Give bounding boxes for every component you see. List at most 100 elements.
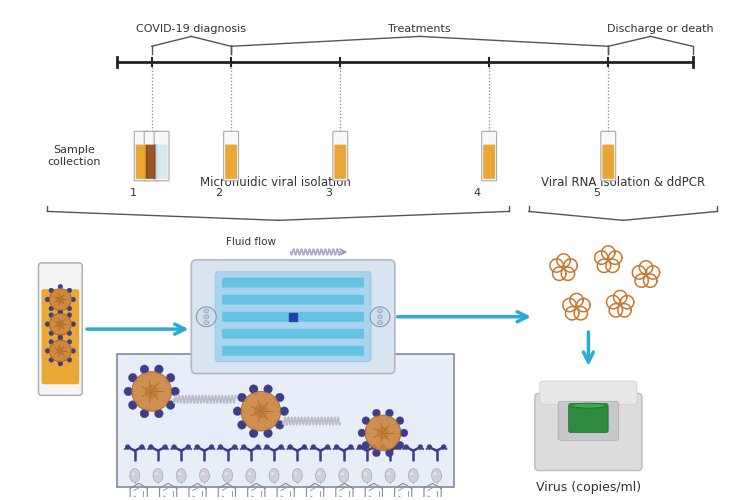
Circle shape — [140, 409, 148, 418]
Circle shape — [396, 442, 404, 449]
Circle shape — [154, 409, 164, 418]
Circle shape — [404, 444, 409, 450]
Ellipse shape — [364, 472, 367, 475]
Circle shape — [370, 307, 390, 326]
Circle shape — [163, 444, 167, 450]
Bar — [290, 313, 297, 320]
Ellipse shape — [132, 472, 135, 475]
Ellipse shape — [153, 468, 163, 482]
Circle shape — [56, 296, 64, 304]
Text: Sample
collection: Sample collection — [47, 146, 101, 167]
Circle shape — [441, 444, 446, 450]
FancyBboxPatch shape — [334, 144, 346, 179]
Circle shape — [218, 444, 223, 450]
Ellipse shape — [225, 472, 228, 475]
FancyBboxPatch shape — [222, 294, 364, 304]
Ellipse shape — [377, 315, 382, 318]
FancyBboxPatch shape — [222, 329, 364, 339]
Circle shape — [254, 404, 268, 418]
Circle shape — [172, 444, 176, 450]
Circle shape — [140, 365, 148, 374]
Text: 1: 1 — [130, 188, 137, 198]
Circle shape — [58, 334, 63, 340]
Circle shape — [265, 444, 269, 450]
Ellipse shape — [316, 468, 326, 482]
Circle shape — [50, 340, 71, 361]
Ellipse shape — [377, 320, 382, 324]
Text: 2: 2 — [215, 188, 223, 198]
Ellipse shape — [223, 468, 232, 482]
Circle shape — [288, 444, 292, 450]
Circle shape — [171, 387, 179, 396]
FancyBboxPatch shape — [222, 278, 364, 287]
Circle shape — [50, 314, 71, 335]
Circle shape — [357, 444, 362, 450]
Text: Viral RNA isolation & ddPCR: Viral RNA isolation & ddPCR — [541, 176, 705, 188]
Ellipse shape — [292, 468, 302, 482]
Circle shape — [50, 288, 71, 310]
FancyBboxPatch shape — [154, 132, 169, 181]
Text: Treatments: Treatments — [388, 24, 451, 34]
Circle shape — [70, 348, 76, 354]
Ellipse shape — [269, 468, 279, 482]
Circle shape — [376, 426, 389, 439]
Circle shape — [58, 284, 63, 289]
FancyBboxPatch shape — [535, 394, 642, 470]
FancyBboxPatch shape — [601, 132, 616, 181]
FancyBboxPatch shape — [568, 404, 608, 432]
Circle shape — [373, 449, 380, 457]
Ellipse shape — [386, 468, 395, 482]
Circle shape — [325, 444, 330, 450]
Circle shape — [362, 442, 370, 449]
Circle shape — [154, 365, 164, 374]
Circle shape — [132, 372, 172, 411]
Circle shape — [49, 288, 54, 293]
Circle shape — [70, 297, 76, 302]
Ellipse shape — [178, 472, 182, 475]
Circle shape — [238, 393, 246, 402]
Circle shape — [67, 312, 72, 318]
FancyBboxPatch shape — [540, 381, 637, 404]
Ellipse shape — [433, 472, 436, 475]
Circle shape — [45, 348, 50, 354]
Circle shape — [58, 309, 63, 314]
FancyBboxPatch shape — [602, 144, 614, 179]
Circle shape — [373, 409, 380, 417]
FancyBboxPatch shape — [482, 132, 496, 181]
Circle shape — [334, 444, 339, 450]
Circle shape — [358, 429, 366, 437]
FancyBboxPatch shape — [483, 144, 495, 179]
FancyBboxPatch shape — [146, 144, 158, 179]
Ellipse shape — [202, 472, 205, 475]
Text: Virus: Virus — [286, 401, 310, 411]
Circle shape — [275, 393, 284, 402]
Circle shape — [196, 307, 216, 326]
Circle shape — [70, 322, 76, 326]
Text: Fluid flow: Fluid flow — [226, 237, 276, 247]
Ellipse shape — [204, 315, 209, 318]
Circle shape — [264, 429, 272, 438]
FancyBboxPatch shape — [558, 402, 619, 440]
Ellipse shape — [387, 472, 390, 475]
Text: Virus (copies/ml): Virus (copies/ml) — [536, 481, 641, 494]
Text: Microfluidic viral isolation: Microfluidic viral isolation — [200, 176, 351, 188]
Ellipse shape — [377, 309, 382, 313]
Circle shape — [49, 306, 54, 311]
Circle shape — [380, 444, 386, 450]
Circle shape — [148, 444, 154, 450]
Circle shape — [128, 374, 137, 382]
FancyBboxPatch shape — [333, 132, 348, 181]
Circle shape — [67, 340, 72, 344]
Ellipse shape — [410, 472, 413, 475]
Circle shape — [49, 331, 54, 336]
Circle shape — [241, 392, 280, 431]
Circle shape — [242, 444, 246, 450]
Ellipse shape — [339, 468, 349, 482]
Ellipse shape — [362, 468, 372, 482]
Circle shape — [49, 312, 54, 318]
Circle shape — [45, 297, 50, 302]
Circle shape — [45, 322, 50, 326]
Circle shape — [280, 407, 289, 416]
FancyBboxPatch shape — [222, 346, 364, 356]
Circle shape — [67, 288, 72, 293]
